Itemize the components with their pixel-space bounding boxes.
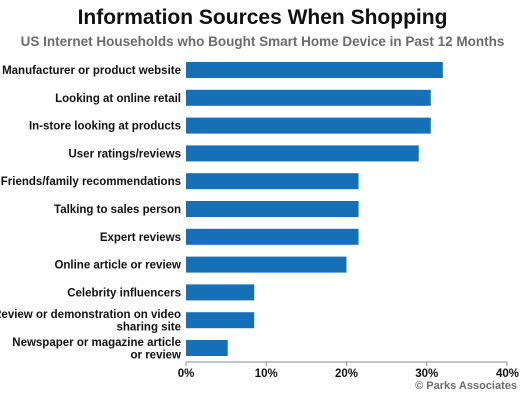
source-credit: © Parks Associates <box>415 380 517 392</box>
chart-title: Information Sources When Shopping <box>77 6 448 29</box>
category-label-4: Friends/family recommendations <box>1 176 181 188</box>
category-label-1: Looking at online retail <box>55 93 181 105</box>
bar-3 <box>186 145 419 162</box>
category-label-3: User ratings/reviews <box>68 148 181 160</box>
bar-10 <box>186 340 228 356</box>
bar-2 <box>186 117 431 134</box>
category-label-2: In-store looking at products <box>29 121 181 133</box>
bar-5 <box>186 201 359 217</box>
x-tick-label-2: 20% <box>335 368 358 380</box>
category-label-0: Manufacturer or product website <box>2 65 181 77</box>
chart-subtitle: US Internet Households who Bought Smart … <box>20 34 505 49</box>
x-tick-label-1: 10% <box>255 368 278 380</box>
category-label-5: Talking to sales person <box>54 204 181 216</box>
category-label-10: Newspaper or magazine article or review <box>12 337 181 362</box>
bar-4 <box>186 173 359 190</box>
category-label-9: Review or demonstration on video sharing … <box>0 309 181 334</box>
category-label-8: Celebrity influencers <box>67 287 181 299</box>
bar-1 <box>186 89 431 106</box>
category-label-6: Expert reviews <box>100 232 181 244</box>
category-label-7: Online article or review <box>54 260 181 272</box>
bar-8 <box>186 284 255 301</box>
bar-7 <box>186 256 347 273</box>
x-tick-label-3: 30% <box>415 368 438 380</box>
bar-6 <box>186 228 359 245</box>
bar-9 <box>186 312 255 329</box>
bar-0 <box>186 62 443 78</box>
x-tick-label-4: 40% <box>496 368 519 380</box>
x-tick-label-0: 0% <box>178 368 195 380</box>
